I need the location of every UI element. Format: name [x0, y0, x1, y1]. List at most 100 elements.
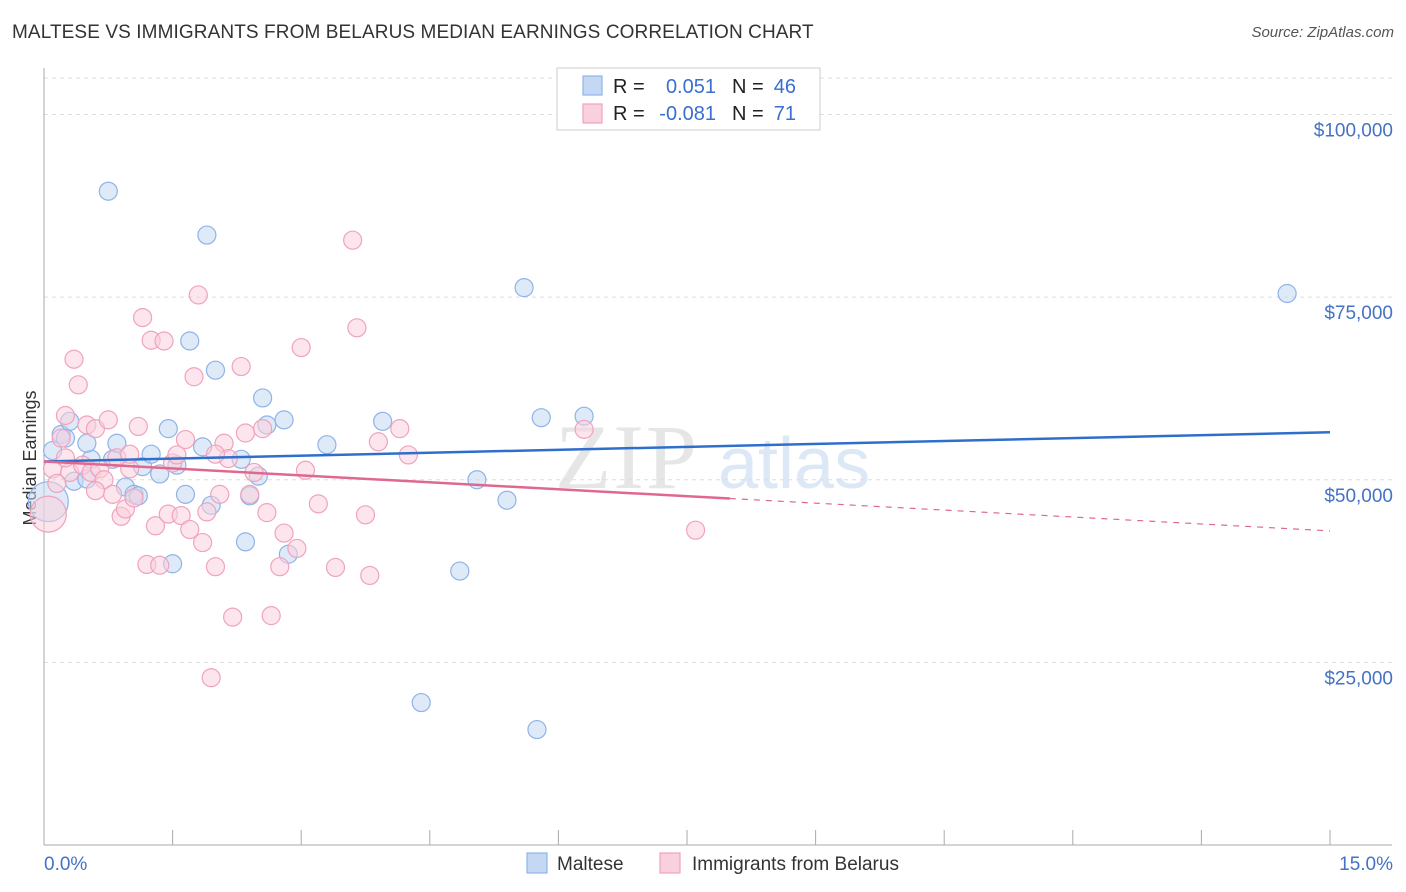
belarus-point-19 — [124, 488, 144, 508]
belarus-point-45 — [240, 484, 260, 504]
belarus-point-31 — [175, 429, 196, 450]
belarus-point-2 — [51, 428, 71, 448]
y-tick-label-2: $50,000 — [1324, 486, 1393, 507]
y-tick-label-3: $25,000 — [1324, 668, 1393, 689]
maltese-point-35 — [317, 435, 337, 455]
belarus-point-0 — [29, 495, 67, 533]
belarus-point-59 — [355, 505, 376, 525]
belarus-point-48 — [257, 503, 277, 523]
belarus-point-6 — [68, 375, 88, 395]
bottom-legend: Maltese Immigrants from Belarus — [526, 852, 899, 875]
belarus-point-62 — [390, 419, 410, 439]
maltese-point-33 — [274, 410, 294, 430]
maltese-point-41 — [514, 278, 534, 298]
belarus-point-3 — [55, 405, 76, 426]
maltese-point-28 — [235, 532, 256, 552]
belarus-point-32 — [180, 519, 200, 540]
belarus-point-30 — [171, 505, 191, 526]
legend-r-label-2: R = — [613, 103, 645, 125]
maltese-point-22 — [180, 331, 200, 351]
chart-source: Source: ZipAtlas.com — [1251, 24, 1394, 41]
legend-n-label-1: N = — [732, 76, 764, 98]
belarus-point-56 — [325, 557, 346, 578]
bottom-legend-swatch-belarus — [659, 852, 681, 874]
belarus-point-49 — [261, 606, 281, 626]
belarus-point-5 — [64, 349, 84, 369]
belarus-point-20 — [128, 416, 148, 437]
legend-n-value-2: 71 — [774, 103, 796, 125]
maltese-point-31 — [253, 388, 273, 408]
belarus-point-25 — [150, 555, 170, 575]
belarus-point-13 — [98, 410, 118, 430]
belarus-point-34 — [188, 285, 208, 305]
maltese-point-18 — [158, 419, 178, 439]
trend-line-dashed-1 — [729, 497, 1331, 532]
bottom-legend-label-belarus: Immigrants from Belarus — [692, 854, 899, 875]
belarus-point-57 — [343, 230, 363, 250]
belarus-point-65 — [685, 520, 706, 540]
belarus-point-61 — [368, 432, 388, 452]
belarus-point-50 — [270, 557, 290, 577]
legend: R = 0.051 N = 46 R = -0.081 N = 71 — [556, 67, 821, 131]
belarus-point-70 — [47, 473, 67, 494]
legend-r-value-1: 0.051 — [666, 76, 716, 98]
belarus-point-69 — [205, 444, 226, 464]
y-tick-labels: $100,000 $75,000 $50,000 $25,000 — [1314, 121, 1393, 690]
maltese-point-36 — [373, 411, 393, 431]
belarus-point-67 — [85, 481, 106, 501]
maltese-point-24 — [197, 225, 217, 245]
belarus-point-64 — [574, 419, 594, 439]
belarus-point-47 — [253, 419, 273, 439]
maltese-point-9 — [98, 181, 118, 201]
belarus-point-51 — [274, 523, 294, 543]
legend-r-label-1: R = — [613, 76, 645, 98]
belarus-point-58 — [347, 318, 367, 338]
belarus-point-37 — [201, 668, 221, 688]
maltese-point-45 — [1277, 283, 1297, 304]
maltese-point-40 — [497, 490, 517, 510]
maltese-point-16 — [141, 444, 161, 464]
belarus-point-60 — [360, 565, 380, 586]
maltese-point-42 — [527, 719, 547, 740]
trend-line-0 — [43, 431, 1331, 463]
legend-n-label-2: N = — [732, 103, 764, 125]
chart-title: MALTESE VS IMMIGRANTS FROM BELARUS MEDIA… — [12, 22, 814, 43]
belarus-point-42 — [223, 607, 243, 627]
belarus-point-21 — [132, 307, 153, 328]
trend-lines — [43, 431, 1331, 532]
belarus-point-53 — [291, 337, 311, 358]
watermark-atlas: atlas — [718, 424, 870, 504]
maltese-point-43 — [531, 408, 551, 428]
bottom-legend-label-maltese: Maltese — [557, 854, 624, 875]
belarus-point-43 — [231, 356, 251, 377]
legend-swatch-belarus — [582, 103, 603, 124]
belarus-point-38 — [205, 557, 226, 577]
bottom-legend-swatch-maltese — [526, 852, 548, 874]
maltese-point-38 — [450, 561, 470, 581]
belarus-point-24 — [145, 516, 166, 536]
legend-n-value-1: 46 — [774, 76, 796, 98]
x-ticks — [43, 830, 1331, 845]
maltese-point-26 — [205, 360, 226, 380]
belarus-point-52 — [287, 538, 307, 559]
series-belarus — [29, 230, 706, 688]
belarus-point-14 — [102, 484, 123, 504]
belarus-point-33 — [184, 367, 204, 387]
maltese-point-37 — [411, 692, 431, 713]
x-tick-label-right: 15.0% — [1339, 854, 1393, 875]
y-tick-label-1: $75,000 — [1324, 303, 1393, 324]
trend-line-1 — [43, 460, 730, 500]
legend-r-value-2: -0.081 — [659, 103, 716, 125]
belarus-point-39 — [210, 484, 230, 504]
maltese-point-17 — [150, 464, 170, 484]
y-tick-label-0: $100,000 — [1314, 121, 1393, 142]
x-tick-label-left: 0.0% — [44, 854, 87, 875]
belarus-point-26 — [154, 331, 174, 351]
belarus-point-44 — [235, 423, 256, 443]
belarus-point-36 — [197, 502, 217, 522]
belarus-point-63 — [398, 445, 418, 465]
legend-swatch-maltese — [582, 75, 603, 96]
belarus-point-35 — [193, 532, 213, 553]
maltese-point-21 — [175, 484, 196, 504]
